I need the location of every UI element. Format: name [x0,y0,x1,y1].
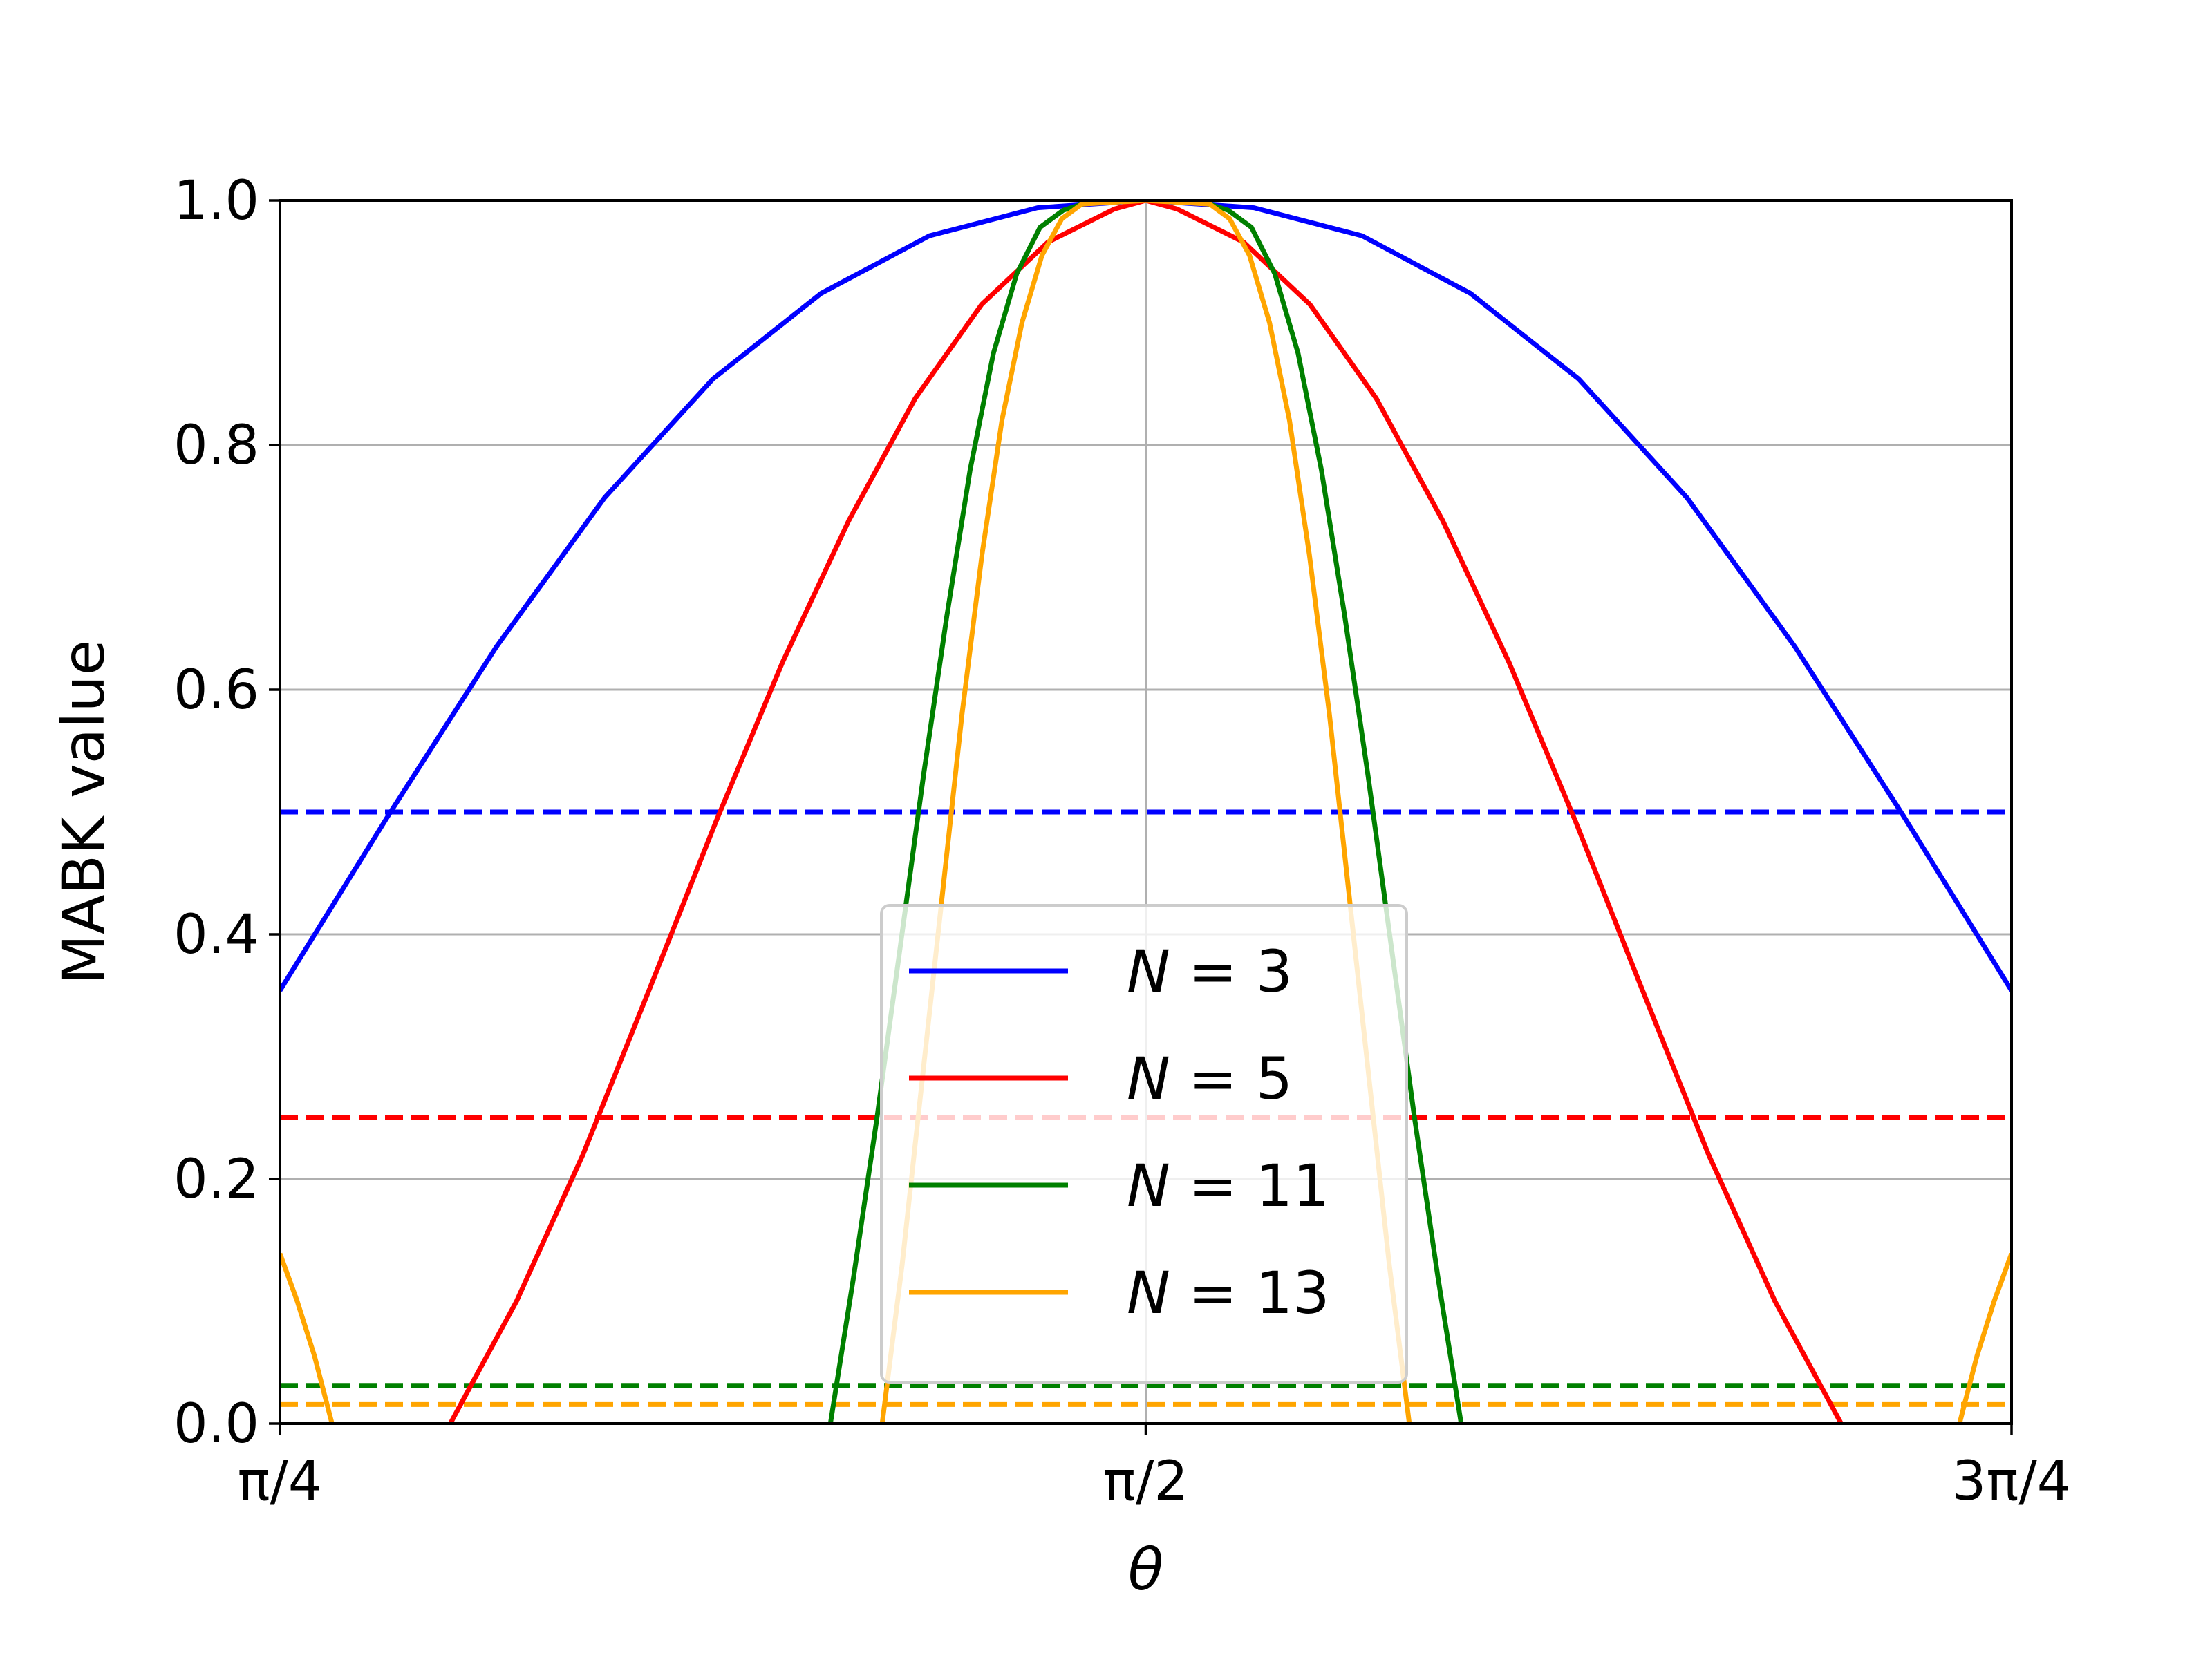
x-axis-label: θ [1128,1536,1163,1603]
legend-value: 3 [1256,938,1293,1005]
legend-label: N = 13 [1127,1259,1330,1327]
y-tick-label: 0.6 [174,659,259,721]
x-tick-label: π/2 [1103,1451,1188,1513]
legend-value: 11 [1256,1152,1330,1220]
legend-equals: = [1170,1152,1256,1220]
legend-symbol: N [1127,1045,1170,1113]
legend-equals: = [1170,938,1256,1005]
series-line [827,200,1464,1424]
legend: N = 3N = 5N = 11N = 13 [880,904,1408,1384]
legend-items: N = 3N = 5N = 11N = 13 [909,938,1330,1327]
legend-label: N = 5 [1127,1045,1293,1113]
legend-value: 13 [1256,1259,1330,1327]
legend-label: N = 11 [1127,1152,1330,1220]
x-tick-label: π/4 [238,1451,323,1513]
series-line [280,1252,335,1424]
y-tick-label: 0.2 [174,1149,259,1211]
y-tick-label: 1.0 [174,170,259,232]
legend-label: N = 3 [1127,938,1293,1005]
legend-equals: = [1170,1259,1256,1327]
x-tick-label: 3π/4 [1952,1451,2072,1513]
legend-symbol: N [1127,1152,1170,1220]
y-tick-label: 0.4 [174,904,259,966]
y-axis-label: MABK value [50,640,118,985]
legend-symbol: N [1127,1259,1170,1327]
series-line [280,200,2012,992]
y-tick-label: 0.8 [174,415,259,477]
legend-box [880,904,1408,1384]
axis-ticks: 0.0 0.2 0.4 0.6 0.8 1.0 π/4 π/2 3π/4 [174,170,2071,1513]
series-line [1957,1252,2012,1424]
series-lines [280,200,2012,1424]
legend-value: 5 [1256,1045,1293,1113]
legend-equals: = [1170,1045,1256,1113]
legend-symbol: N [1127,938,1170,1005]
series-line [448,200,1844,1424]
y-tick-label: 0.0 [174,1393,259,1455]
series-line [879,200,1412,1424]
